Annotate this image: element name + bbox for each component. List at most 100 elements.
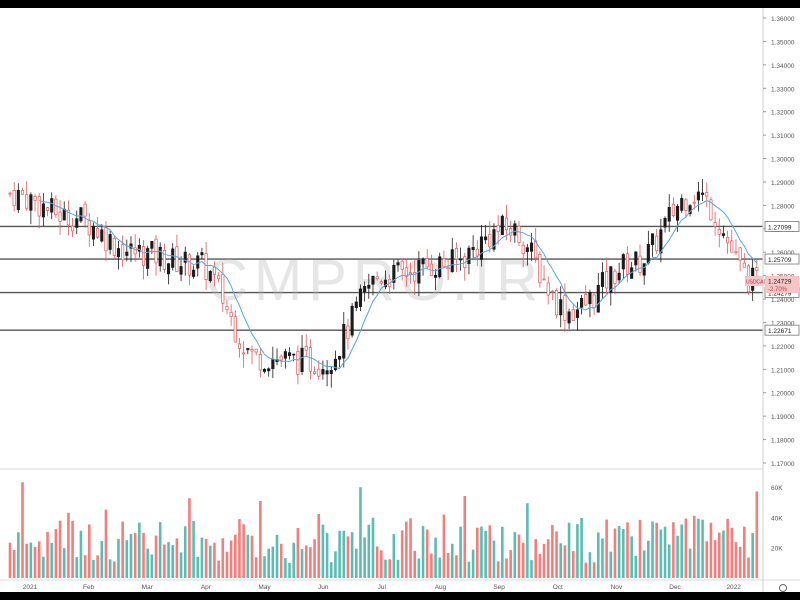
level-label: 1.25709 [768,257,792,264]
volume-bar [175,538,179,578]
x-tick-label: 2022 [726,584,741,591]
volume-bar [275,534,279,578]
candle-body [542,278,546,281]
candle-body [258,353,262,371]
candle-body [471,246,475,250]
volume-bar [50,542,54,578]
candle-body [192,269,196,277]
candle-body [187,254,191,276]
candle-body [475,248,479,257]
volume-bar [580,517,583,578]
candle-body [609,266,613,293]
candle-body [538,254,542,284]
candle-body [58,211,62,222]
candle-body [726,237,730,244]
volume-bar [747,557,750,578]
volume-bar [104,509,108,578]
volume-bar [480,526,483,578]
volume-tick-label: 40K [771,515,783,522]
volume-bar [676,535,679,578]
candle-body [254,348,258,353]
candle-body [563,295,567,321]
volume-bar [359,487,362,578]
candle-body [634,251,638,266]
volume-bar [755,491,759,578]
candle-body [45,207,50,211]
volume-bar [567,522,571,578]
candle-body [734,251,738,254]
candle-body [396,262,400,266]
volume-bar [108,559,112,578]
volume-bar [517,534,521,578]
y-tick-label: 1.24000 [771,297,795,304]
candle-body [529,242,534,252]
volume-bar [425,529,429,578]
volume-bar [384,559,387,578]
volume-bar [334,551,337,578]
volume-bar [346,536,350,578]
candle-body [521,244,525,255]
volume-bar [551,525,554,578]
candle-body [54,198,58,216]
candle-body [166,263,171,275]
candle-body [550,290,554,293]
candlestick-chart[interactable]: CMPRO.IR 1.360001.350001.340001.330001.3… [0,8,800,592]
volume-bar [217,560,220,578]
chart-frame: CMPRO.IR 1.36000 1.35000 1.34000 1.33000 1.3… [0,8,800,592]
volume-bar [204,538,208,578]
y-tick-label: 1.29000 [771,180,795,187]
candle-body [375,276,379,279]
x-tick-label: Jun [318,584,329,591]
volume-bar [292,542,296,578]
candle-body [91,226,95,240]
candle-body [684,199,688,211]
volume-bar [617,526,621,578]
volume-bar [726,518,729,578]
candle-body [321,369,325,375]
price-labels: 1.27099 1.25709 1.24279 1.22671 USDCAD 1.2472… [745,221,800,336]
volume-bar [158,522,162,578]
candle-body [379,281,383,284]
volume-bar [71,520,74,578]
candle-body [158,246,162,267]
volume-bar [138,522,141,578]
candle-body [233,316,237,343]
volume-bar [79,530,83,578]
volume-bar [734,542,738,578]
volume-bar [100,541,104,578]
volume-bar [42,556,45,578]
y-tick-label: 1.32000 [771,110,795,117]
volume-bar [121,521,124,578]
candle-body [596,284,600,313]
volume-bar [526,503,529,578]
y-tick-label: 1.21000 [771,367,795,374]
volume-bar [730,527,734,578]
candle-body [400,260,404,270]
y-tick-label: 1.23000 [771,320,795,327]
candle-body [383,279,388,288]
volume-bar [559,543,563,578]
candle-body [338,355,342,360]
candle-body [408,272,413,275]
settings-icon[interactable] [779,584,787,592]
candle-body [221,274,225,304]
volume-bar [350,532,354,578]
candle-body [287,352,292,356]
volume-bar [321,524,325,578]
x-tick-label: Oct [553,584,563,591]
candle-body [692,201,696,204]
volume-bar [509,550,512,578]
volume-bar [375,546,379,578]
candle-body [650,233,655,246]
volume-bar [663,526,667,578]
candle-body [584,293,588,306]
candle-body [567,311,571,324]
candle-body [296,351,300,375]
candle-body [100,229,104,242]
candle-body [492,229,496,250]
candle-body [592,294,596,308]
x-tick-label: 2021 [23,584,38,591]
candle-body [62,208,66,221]
y-tick-label: 1.31000 [771,133,795,140]
y-tick-label: 1.34000 [771,63,795,70]
